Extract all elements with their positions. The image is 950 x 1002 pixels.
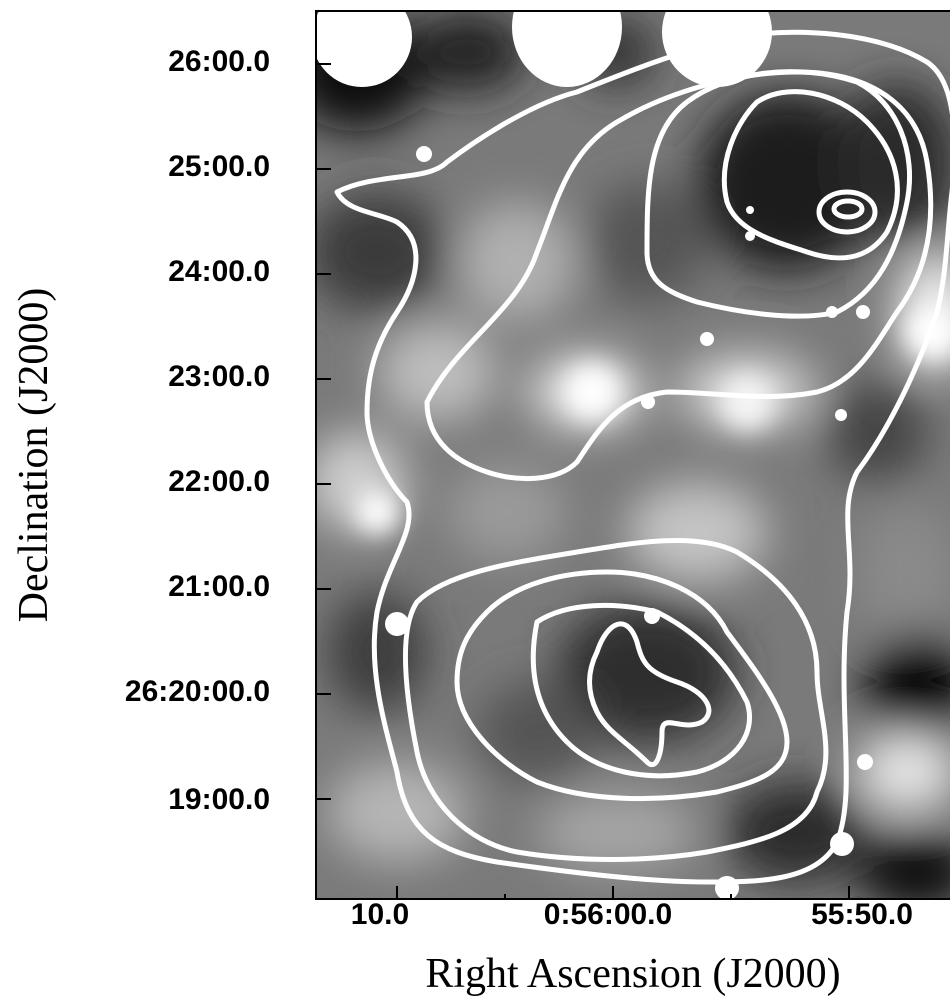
x-tick-label: 10.0 <box>350 898 410 931</box>
x-tick-label: 55:50.0 <box>811 898 913 931</box>
grayscale-image-with-contours <box>317 12 950 898</box>
contour-lines <box>334 29 950 885</box>
x-axis-label: Right Ascension (J2000) <box>425 951 841 997</box>
y-tick-label: 26:20:00.0 <box>124 675 270 708</box>
y-tick-label: 21:00.0 <box>168 570 270 603</box>
y-tick-label: 25:00.0 <box>168 150 270 183</box>
point-markers <box>385 146 873 898</box>
y-axis-label: Declination (J2000) <box>11 287 57 623</box>
y-tick-label: 26:00.0 <box>168 45 270 78</box>
x-tick-label: 0:56:00.0 <box>543 898 673 931</box>
y-tick-label: 23:00.0 <box>168 360 270 393</box>
y-tick-label: 22:00.0 <box>168 465 270 498</box>
y-tick-label: 19:00.0 <box>168 783 270 816</box>
image-panel <box>315 10 950 900</box>
axis-tick-marks <box>317 63 850 898</box>
y-tick-label: 24:00.0 <box>168 255 270 288</box>
